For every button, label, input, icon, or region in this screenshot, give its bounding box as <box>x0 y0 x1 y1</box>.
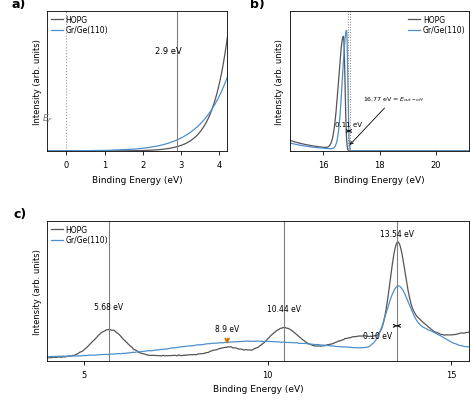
Text: 0.11 eV: 0.11 eV <box>336 122 363 128</box>
Text: c): c) <box>14 207 27 220</box>
X-axis label: Binding Energy (eV): Binding Energy (eV) <box>213 385 304 393</box>
Legend: HOPG, Gr/Ge(110): HOPG, Gr/Ge(110) <box>408 16 465 35</box>
Y-axis label: Intensity (arb. units): Intensity (arb. units) <box>275 39 284 125</box>
Text: 2.9 eV: 2.9 eV <box>155 47 182 56</box>
Text: 10.44 eV: 10.44 eV <box>267 305 301 314</box>
Text: 13.54 eV: 13.54 eV <box>380 230 414 239</box>
Text: $E_F$: $E_F$ <box>42 112 54 124</box>
Text: 16.77 eV = $E_{cut-off}$: 16.77 eV = $E_{cut-off}$ <box>350 95 424 145</box>
X-axis label: Binding Energy (eV): Binding Energy (eV) <box>92 175 182 184</box>
Text: b): b) <box>250 0 265 11</box>
Text: 8.9 eV: 8.9 eV <box>215 324 239 334</box>
Y-axis label: Intensity (arb. units): Intensity (arb. units) <box>33 248 42 334</box>
Text: a): a) <box>11 0 26 11</box>
Y-axis label: Intensity (arb. units): Intensity (arb. units) <box>33 39 42 125</box>
Text: 5.68 eV: 5.68 eV <box>94 302 124 311</box>
Text: 0.10 eV: 0.10 eV <box>363 331 392 340</box>
X-axis label: Binding Energy (eV): Binding Energy (eV) <box>334 175 425 184</box>
Legend: HOPG, Gr/Ge(110): HOPG, Gr/Ge(110) <box>51 225 109 245</box>
Legend: HOPG, Gr/Ge(110): HOPG, Gr/Ge(110) <box>51 16 109 35</box>
